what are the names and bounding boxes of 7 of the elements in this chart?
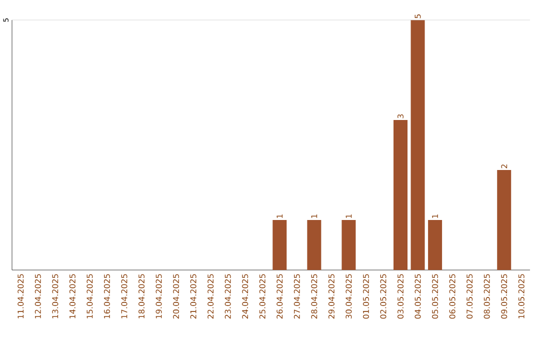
bar: [272, 220, 287, 270]
bar: [307, 220, 322, 270]
bar: [342, 220, 356, 270]
bar: [410, 20, 425, 270]
bar: [497, 170, 512, 270]
bar: [428, 220, 442, 270]
bar: [394, 120, 408, 270]
